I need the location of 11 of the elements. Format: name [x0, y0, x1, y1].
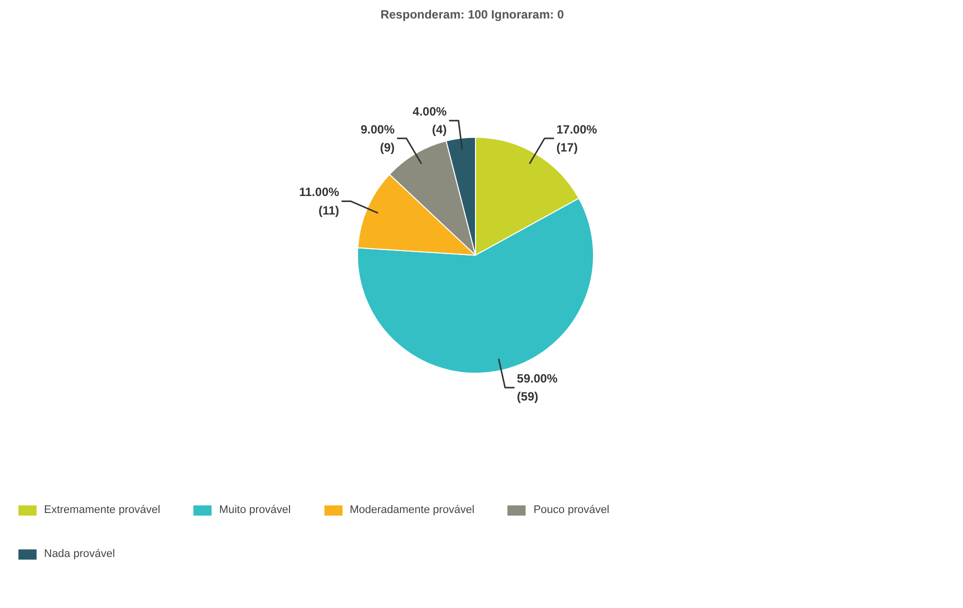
data-label: 11.00% (11) — [299, 185, 340, 218]
legend-label: Muito provável — [219, 504, 291, 516]
legend-label: Extremamente provável — [44, 504, 160, 516]
data-label: 17.00% (17) — [556, 122, 598, 154]
data-label: 9.00% (9) — [360, 122, 395, 154]
legend-label: Pouco provável — [533, 504, 610, 516]
data-label: 59.00% (59) — [516, 372, 558, 404]
chart-title: Responderam: 100 Ignoraram: 0 — [380, 8, 564, 22]
legend-label: Nada provável — [44, 548, 115, 560]
data-label: 4.00% (4) — [412, 104, 448, 137]
legend-label: Moderadamente provável — [350, 504, 474, 516]
